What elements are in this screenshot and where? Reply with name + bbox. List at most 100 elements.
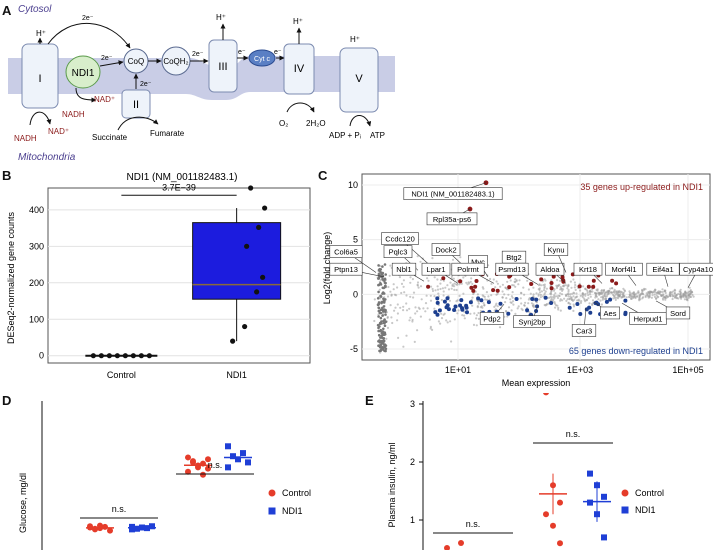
gene-point bbox=[405, 309, 409, 312]
gene-point bbox=[517, 305, 520, 308]
gene-point bbox=[573, 286, 576, 289]
gene-point bbox=[389, 290, 392, 293]
gene-point bbox=[400, 291, 403, 295]
up-gene-point bbox=[458, 279, 463, 284]
gene-point bbox=[598, 292, 601, 295]
y-tick: 0 bbox=[353, 289, 358, 299]
gene-point bbox=[671, 293, 674, 296]
gene-point bbox=[645, 292, 648, 295]
gene-point bbox=[605, 297, 608, 300]
gene-point bbox=[651, 294, 654, 297]
y-tick: 300 bbox=[29, 241, 44, 251]
down-gene-point bbox=[578, 312, 583, 316]
glucose-point bbox=[225, 443, 231, 450]
gene-point bbox=[409, 281, 412, 284]
gene-point bbox=[564, 284, 567, 287]
down-gene-point bbox=[435, 296, 440, 301]
gene-point bbox=[554, 306, 557, 309]
down-gene-point bbox=[525, 308, 530, 313]
inner-membrane bbox=[8, 56, 395, 100]
gene-point bbox=[396, 312, 399, 315]
up-gene-point bbox=[507, 285, 512, 290]
gene-label: Btg2 bbox=[506, 253, 521, 262]
gene-point bbox=[384, 347, 388, 350]
gene-point bbox=[559, 286, 562, 289]
gene-point bbox=[379, 349, 383, 352]
gene-point bbox=[377, 315, 380, 318]
glucose-point bbox=[240, 450, 246, 457]
gene-point bbox=[538, 283, 541, 286]
up-gene-point bbox=[610, 278, 615, 283]
gene-point bbox=[382, 337, 386, 340]
e-minus-1: e⁻ bbox=[238, 49, 246, 56]
gene-point bbox=[439, 322, 442, 325]
gene-label: Synj2bp bbox=[518, 318, 545, 327]
gene-point bbox=[662, 294, 665, 297]
gene-point bbox=[687, 294, 690, 297]
gene-point bbox=[411, 320, 414, 323]
gene-point bbox=[623, 290, 627, 293]
gene-point bbox=[403, 291, 406, 294]
ndi1-boxplot: NDI1 (NM_001182483.1) 0 100 200 300 400 DESe… bbox=[6, 172, 311, 380]
gene-point bbox=[554, 292, 557, 295]
down-gene-point bbox=[445, 303, 450, 308]
gene-point bbox=[515, 280, 518, 283]
gene-point bbox=[393, 309, 396, 312]
gene-point bbox=[424, 302, 428, 305]
gene-point bbox=[431, 257, 434, 260]
gene-point bbox=[428, 318, 431, 321]
gene-point bbox=[678, 290, 681, 293]
y-tick: 400 bbox=[29, 205, 44, 215]
down-gene-point bbox=[604, 299, 609, 304]
gene-point bbox=[509, 279, 512, 282]
gene-point bbox=[431, 287, 434, 291]
gene-point bbox=[569, 280, 572, 283]
gene-point bbox=[520, 302, 523, 305]
gene-point bbox=[512, 303, 515, 306]
gene-point bbox=[402, 285, 405, 288]
gene-point bbox=[692, 295, 695, 298]
gene-point bbox=[477, 300, 480, 303]
up-gene-point bbox=[495, 288, 500, 293]
panel-letter-c: C bbox=[318, 168, 328, 183]
gene-point bbox=[559, 279, 562, 282]
gene-point bbox=[622, 287, 625, 290]
gene-point bbox=[579, 301, 583, 304]
gene-point bbox=[416, 281, 420, 284]
x-tick: 1E+03 bbox=[567, 365, 593, 375]
gene-point bbox=[644, 295, 647, 299]
gene-point bbox=[543, 293, 546, 296]
y-tick: 5 bbox=[353, 235, 358, 245]
up-gene-point bbox=[614, 281, 619, 286]
gene-point bbox=[392, 283, 395, 286]
gene-point bbox=[429, 327, 432, 330]
down-gene-point bbox=[453, 304, 458, 309]
gene-point bbox=[538, 291, 542, 294]
gene-point bbox=[688, 292, 691, 296]
gene-label: Lpar1 bbox=[426, 265, 445, 274]
gene-point bbox=[532, 286, 535, 289]
gene-point bbox=[503, 293, 506, 296]
gene-point bbox=[579, 289, 582, 292]
gene-point bbox=[495, 280, 498, 283]
gene-point bbox=[539, 293, 542, 297]
gene-point bbox=[378, 325, 381, 328]
gene-point bbox=[433, 307, 436, 310]
gene-point bbox=[529, 292, 532, 295]
gene-point bbox=[541, 295, 544, 298]
legend-control: Control bbox=[635, 488, 664, 498]
gene-point bbox=[390, 294, 393, 297]
control-point bbox=[106, 353, 112, 359]
gene-point bbox=[570, 297, 573, 300]
gene-point bbox=[580, 300, 583, 303]
gene-point bbox=[675, 296, 678, 299]
gene-point bbox=[521, 308, 524, 312]
gene-label: Polrmt bbox=[457, 265, 480, 274]
down-gene-point bbox=[468, 300, 473, 305]
gene-point bbox=[426, 277, 429, 280]
gene-label-box bbox=[431, 243, 461, 256]
gene-point bbox=[484, 298, 487, 301]
svg-text:CoQH₂: CoQH₂ bbox=[163, 57, 188, 66]
gene-point bbox=[559, 292, 562, 295]
gene-point bbox=[445, 319, 448, 322]
